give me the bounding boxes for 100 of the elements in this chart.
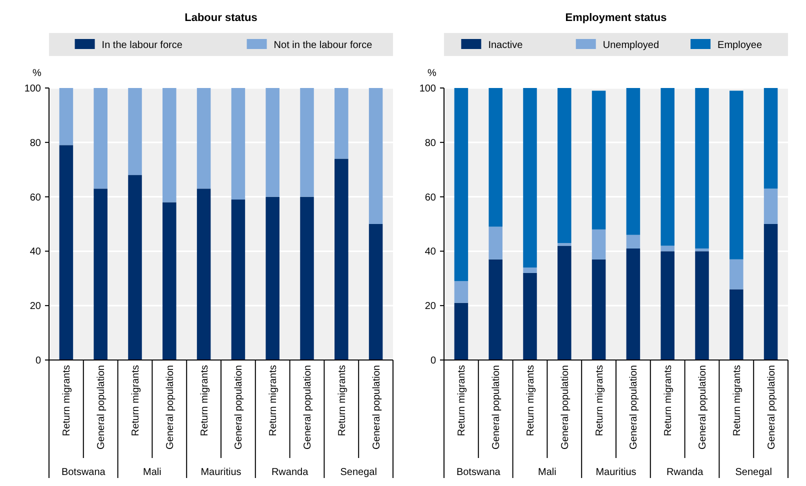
- x-tick-label: General population: [560, 365, 571, 450]
- bar: [300, 88, 314, 197]
- bar: [695, 88, 709, 248]
- bar: [695, 251, 709, 360]
- y-tick-label: 100: [419, 84, 436, 94]
- legend-label: Employee: [718, 40, 762, 51]
- x-tick-label: General population: [766, 365, 778, 450]
- bar: [523, 272, 537, 360]
- text: Rwanda: [666, 467, 704, 478]
- bar: [334, 158, 348, 360]
- bar: [523, 88, 537, 268]
- y-axis-title: %: [32, 68, 42, 79]
- bar: [592, 229, 606, 260]
- y-tick-label: 0: [430, 356, 436, 366]
- x-tick-label: General population: [234, 365, 245, 450]
- x-tick-label: General population: [164, 365, 176, 450]
- bar: [660, 251, 674, 360]
- bar: [660, 246, 674, 252]
- y-tick-label: 20: [424, 301, 436, 312]
- text: Mali: [143, 467, 162, 478]
- bar: [558, 243, 572, 246]
- bar: [196, 188, 211, 360]
- bar: [368, 88, 383, 224]
- bar: [162, 202, 176, 360]
- y-axis-title: %: [428, 68, 437, 79]
- bar: [488, 88, 502, 227]
- bar: [488, 259, 502, 360]
- legend-label: Not in the labour force: [274, 40, 373, 51]
- x-tick-label: General population: [96, 365, 108, 450]
- x-tick-label: General population: [491, 365, 502, 450]
- bar: [764, 88, 778, 189]
- y-tick-label: 60: [30, 192, 42, 204]
- text: Mali: [538, 467, 556, 478]
- bar: [162, 88, 176, 202]
- text: Rwanda: [271, 467, 309, 478]
- x-tick-label: Return migrants: [199, 365, 210, 436]
- chart-title: Employment status: [565, 12, 667, 24]
- text: Mauritius: [200, 467, 242, 478]
- bar: [196, 88, 211, 189]
- bar: [660, 88, 674, 246]
- chart-title: Labour status: [184, 12, 258, 24]
- bar: [695, 248, 709, 252]
- text: Senegal: [735, 467, 772, 478]
- x-tick-label: Return migrants: [456, 365, 468, 436]
- bar: [300, 196, 314, 360]
- bar: [266, 88, 280, 197]
- bar: [558, 88, 572, 244]
- y-tick-label: 60: [424, 192, 436, 204]
- bar: [59, 145, 74, 360]
- bar: [592, 259, 606, 360]
- y-tick-label: 100: [24, 84, 42, 94]
- y-tick-label: 40: [424, 246, 436, 258]
- bar: [454, 281, 468, 303]
- bar: [592, 90, 606, 230]
- bar: [94, 88, 108, 189]
- x-tick-label: Return migrants: [130, 365, 142, 436]
- x-tick-label: General population: [628, 365, 640, 450]
- y-tick-label: 0: [35, 356, 42, 366]
- x-tick-label: Return migrants: [732, 365, 743, 436]
- x-tick-label: Return migrants: [663, 365, 674, 436]
- bar: [730, 259, 744, 290]
- text: Botswana: [456, 467, 501, 478]
- bar: [231, 88, 246, 200]
- bar: [368, 224, 383, 360]
- x-tick-label: General population: [371, 365, 382, 450]
- bar: [523, 268, 537, 273]
- bar: [764, 224, 778, 360]
- x-tick-label: Return migrants: [594, 365, 606, 436]
- bar: [231, 200, 246, 360]
- bar: [626, 248, 640, 360]
- bar: [730, 289, 744, 360]
- x-tick-label: General population: [698, 365, 708, 450]
- bar: [488, 226, 502, 260]
- bar: [334, 88, 348, 159]
- bar: [59, 88, 74, 146]
- bar: [454, 302, 468, 360]
- bar: [730, 90, 744, 260]
- bar: [128, 175, 142, 360]
- text: Senegal: [340, 467, 377, 478]
- bar: [454, 88, 468, 282]
- legend-label: Unemployed: [602, 40, 660, 51]
- text: Botswana: [61, 467, 106, 478]
- y-tick-label: 80: [30, 138, 42, 149]
- text: Mauritius: [596, 467, 636, 478]
- x-tick-label: Return migrants: [526, 365, 536, 436]
- bar: [558, 246, 572, 360]
- x-tick-label: Return migrants: [336, 365, 348, 436]
- y-tick-label: 40: [30, 246, 42, 258]
- x-tick-label: Return migrants: [62, 365, 73, 436]
- bar: [626, 234, 640, 248]
- legend-label: Inactive: [488, 40, 524, 51]
- y-tick-label: 20: [30, 301, 42, 312]
- y-tick-label: 80: [424, 138, 436, 149]
- bar: [128, 88, 142, 176]
- bar: [266, 196, 280, 360]
- bar: [94, 188, 108, 360]
- bar: [626, 88, 640, 235]
- x-tick-label: Return migrants: [268, 365, 280, 436]
- bar: [764, 188, 778, 224]
- x-tick-label: General population: [302, 365, 314, 450]
